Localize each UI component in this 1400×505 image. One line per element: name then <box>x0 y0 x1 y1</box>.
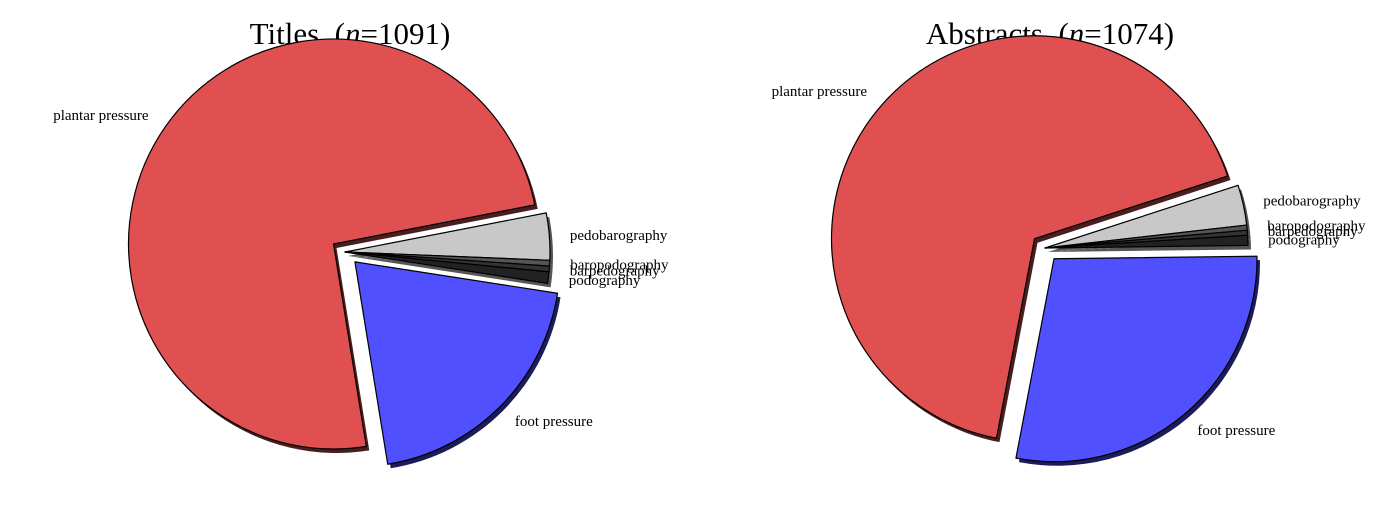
pie-slice-plantar-pressure <box>830 35 1229 439</box>
slice-labels: pedobarography baropodographybarpedograph… <box>53 108 669 430</box>
slice-label-foot-pressure: foot pressure <box>515 414 593 430</box>
slice-label-baropodography: baropodography <box>1267 219 1366 235</box>
slices <box>127 38 559 465</box>
slice-label-podography: podography <box>569 273 641 289</box>
titles-pie-chart: Titles (n=1091)pedobarographybaropodogra… <box>53 16 669 469</box>
title-n-value: =1074) <box>1084 16 1174 51</box>
slice-shadow-podography <box>348 256 553 288</box>
pie-slice-plantar-pressure <box>127 38 536 450</box>
slice-label-baropodography: baropodography <box>570 257 669 273</box>
slice-label-barpedography: barpedography <box>1268 224 1358 240</box>
slice-label-plantar-pressure: plantar pressure <box>53 108 149 124</box>
slice-label-foot-pressure: foot pressure <box>1197 423 1275 439</box>
slice-label-pedobarography: pedobarography <box>570 228 668 244</box>
pie-slice-podography <box>344 251 550 284</box>
slice-label-podography: podography <box>1268 233 1340 249</box>
pie-slice-foot-pressure <box>354 261 559 465</box>
abstracts-pie-chart: Abstracts (n=1074)pedobarographybaropodo… <box>772 16 1366 466</box>
slices <box>830 35 1258 463</box>
pie-slice-foot-pressure <box>1015 255 1258 463</box>
pie-slice-podography <box>1044 234 1249 249</box>
slice-label-plantar-pressure: plantar pressure <box>772 84 868 100</box>
slice-label-pedobarography: pedobarography <box>1263 194 1361 210</box>
slice-label-barpedography: barpedography <box>570 264 660 280</box>
slice-labels: pedobarography baropodographybarpedograph… <box>772 84 1366 439</box>
